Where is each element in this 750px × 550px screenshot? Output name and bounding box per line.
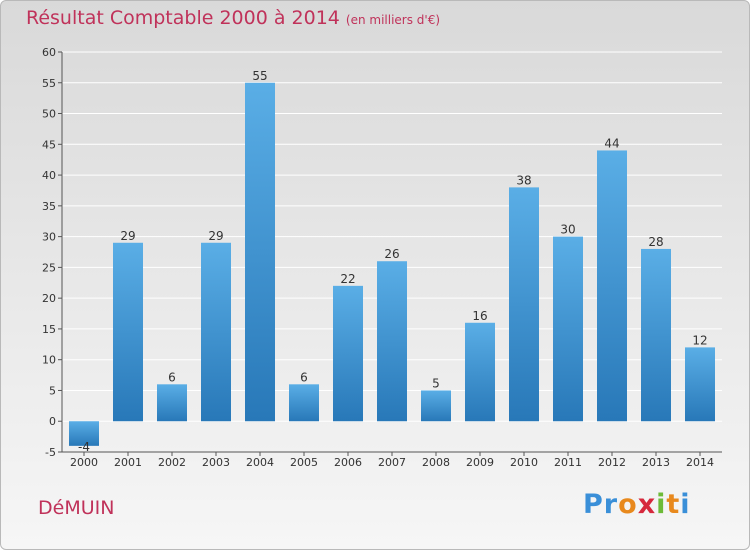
data-label: -4: [78, 440, 90, 454]
y-tick-label: 40: [42, 169, 56, 182]
x-tick-label: 2014: [686, 456, 714, 469]
bar: [641, 248, 671, 422]
x-tick-label: 2011: [554, 456, 582, 469]
x-tick-label: 2004: [246, 456, 274, 469]
x-tick-label: 2009: [466, 456, 494, 469]
x-tick-label: 2013: [642, 456, 670, 469]
y-tick-label: 30: [42, 231, 56, 244]
logo-letter: x: [637, 489, 657, 520]
bar: [553, 236, 583, 422]
data-label: 29: [208, 229, 223, 243]
bar: [113, 242, 143, 422]
data-label: 12: [692, 333, 707, 347]
data-label: 38: [516, 173, 531, 187]
y-tick-label: 5: [49, 384, 56, 397]
data-label: 55: [252, 69, 267, 83]
logo-letter: P: [583, 489, 604, 520]
x-tick-label: 2005: [290, 456, 318, 469]
y-tick-label: 20: [42, 292, 56, 305]
data-label: 28: [648, 235, 663, 249]
bar: [245, 82, 275, 422]
logo-letter: i: [680, 489, 691, 520]
bar: [333, 285, 363, 422]
y-tick-label: 10: [42, 354, 56, 367]
chart-title-unit: (en milliers d'€): [345, 13, 441, 27]
y-tick-label: 0: [49, 415, 56, 428]
bar: [69, 421, 99, 446]
y-tick-label: 60: [42, 46, 56, 59]
x-tick-label: 2006: [334, 456, 362, 469]
chart-title-text: Résultat Comptable 2000 à 2014: [26, 7, 340, 29]
bar: [157, 384, 187, 422]
proxiti-logo: Proxiti: [583, 489, 691, 520]
logo-letter: r: [603, 489, 619, 520]
bar: [289, 384, 319, 422]
data-label: 16: [472, 309, 487, 323]
data-label: 6: [168, 370, 176, 384]
x-tick-label: 2002: [158, 456, 186, 469]
data-label: 22: [340, 272, 355, 286]
y-tick-label: 55: [42, 77, 56, 90]
data-label: 44: [604, 136, 619, 150]
data-label: 30: [560, 223, 575, 237]
x-tick-label: 2000: [70, 456, 98, 469]
logo-letter: i: [656, 489, 667, 520]
x-tick-label: 2012: [598, 456, 626, 469]
y-tick-label: 45: [42, 138, 56, 151]
y-tick-label: 50: [42, 108, 56, 121]
y-tick-label: -5: [45, 446, 56, 459]
data-label: 5: [432, 376, 440, 390]
bar: [509, 187, 539, 422]
logo-letter: o: [618, 489, 638, 520]
x-tick-label: 2003: [202, 456, 230, 469]
bar: [377, 261, 407, 422]
bar: [201, 242, 231, 422]
chart-title: Résultat Comptable 2000 à 2014 (en millie…: [26, 7, 440, 29]
x-tick-label: 2001: [114, 456, 142, 469]
town-name: DéMUIN: [38, 497, 115, 519]
data-label: 6: [300, 370, 308, 384]
data-label: 26: [384, 247, 399, 261]
bar: [421, 390, 451, 422]
x-tick-label: 2007: [378, 456, 406, 469]
bar: [465, 322, 495, 422]
logo-letter: t: [666, 489, 681, 520]
y-tick-label: 25: [42, 261, 56, 274]
y-tick-label: 35: [42, 200, 56, 213]
x-tick-label: 2010: [510, 456, 538, 469]
bar: [685, 347, 715, 422]
bar: [597, 150, 627, 422]
x-tick-label: 2008: [422, 456, 450, 469]
y-tick-label: 15: [42, 323, 56, 336]
data-label: 29: [120, 229, 135, 243]
